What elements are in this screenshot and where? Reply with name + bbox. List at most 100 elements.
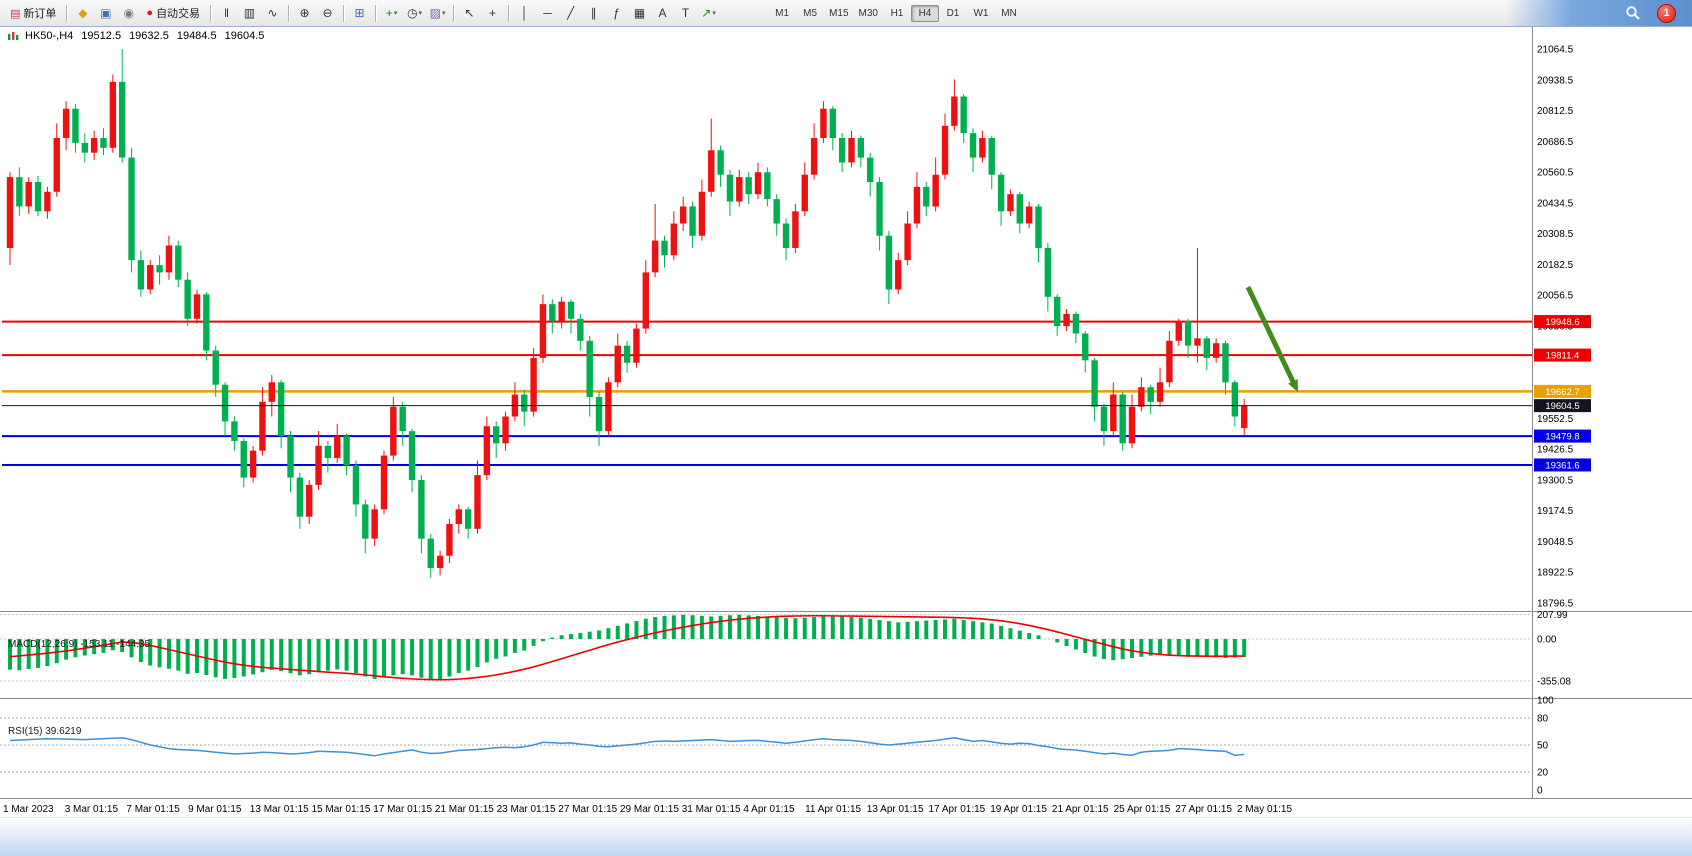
price-label-19811.4: [1534, 348, 1591, 362]
periods-button[interactable]: ◷ ▾: [403, 2, 426, 24]
arrows-button[interactable]: ↗ ▾: [697, 2, 720, 24]
macd-label: MACD(12,26,9) -153.11 -144.35: [8, 639, 151, 650]
close-value: 19604.5: [224, 30, 265, 42]
crosshair-icon: +: [489, 6, 497, 20]
line-chart-button[interactable]: ∿: [261, 2, 284, 24]
svg-text:19552.5: 19552.5: [1537, 414, 1574, 425]
template-icon: ▨: [429, 6, 441, 20]
high-value: 19632.5: [129, 30, 169, 42]
toolbar-separator: [288, 4, 290, 22]
timeframe-mn[interactable]: MN: [1001, 7, 1017, 19]
new-order-button-label: 新订单: [23, 8, 57, 20]
toolbar-separator: [343, 4, 345, 22]
svg-text:19479.8: 19479.8: [1545, 432, 1579, 443]
timeframe-m30[interactable]: M30: [858, 7, 878, 19]
svg-text:7 Mar 01:15: 7 Mar 01:15: [126, 804, 180, 815]
text-icon: A: [658, 6, 667, 20]
alerts-button[interactable]: ◉: [117, 2, 140, 24]
candlestick-chart-button[interactable]: ▥: [238, 2, 261, 24]
autotrading-button-label: 自动交易: [156, 8, 201, 20]
price-label-19479.8: [1534, 429, 1591, 443]
new-order-button[interactable]: ▤ 新订单: [4, 2, 62, 24]
search-icon[interactable]: [1625, 5, 1641, 21]
timeframe-w1[interactable]: W1: [973, 7, 989, 19]
svg-text:100: 100: [1537, 696, 1554, 707]
text-label-button[interactable]: T: [674, 2, 697, 24]
low-value: 19484.5: [176, 30, 217, 42]
svg-text:20: 20: [1537, 768, 1549, 779]
timeframe-m15[interactable]: M15: [829, 7, 849, 19]
clock-icon: ◷: [407, 6, 418, 20]
svg-text:20434.5: 20434.5: [1537, 198, 1574, 209]
chevron-down-icon: ▾: [712, 10, 716, 17]
rsi-label: RSI(15) 39.6219: [8, 726, 82, 737]
svg-text:13 Mar 01:15: 13 Mar 01:15: [250, 804, 309, 815]
time-axis: 1 Mar 2023 3 Mar 01:15 7 Mar 01:15 9 Mar 01…: [3, 804, 1292, 815]
svg-text:2 May 01:15: 2 May 01:15: [1237, 804, 1292, 815]
chart-plot[interactable]: 21064.5 20938.5 20812.5 20686.5 20560.5 20434…: [0, 26, 1692, 818]
arrow-tool-icon: ↗: [701, 6, 712, 20]
svg-text:20182.5: 20182.5: [1537, 260, 1574, 271]
svg-text:19 Apr 01:15: 19 Apr 01:15: [990, 804, 1047, 815]
line-chart-icon: ∿: [267, 6, 278, 20]
shapes-button[interactable]: ▦: [628, 2, 651, 24]
svg-text:50: 50: [1537, 741, 1549, 752]
toolbar-separator: [453, 4, 455, 22]
channel-button[interactable]: ∥: [582, 2, 605, 24]
hlines-layer[interactable]: [2, 320, 1532, 466]
templates-button[interactable]: ▨ ▾: [426, 2, 449, 24]
status-bar: [0, 817, 1692, 856]
autotrading-icon: ●: [146, 7, 154, 19]
svg-text:19174.5: 19174.5: [1537, 506, 1574, 517]
timeframe-m5[interactable]: M5: [803, 7, 818, 19]
zoom-in-button[interactable]: ⊕: [293, 2, 316, 24]
tile-windows-button[interactable]: ⊞: [348, 2, 371, 24]
indicators-button[interactable]: + ▾: [380, 2, 403, 24]
svg-text:15 Mar 01:15: 15 Mar 01:15: [312, 804, 371, 815]
svg-text:20560.5: 20560.5: [1537, 168, 1574, 179]
macd-signal-line: [9, 614, 1245, 681]
svg-text:19048.5: 19048.5: [1537, 537, 1574, 548]
profiles-button[interactable]: ▣: [94, 2, 117, 24]
toolbar-right: 1: [1506, 0, 1692, 26]
channel-icon: ∥: [590, 6, 597, 20]
metaeditor-button[interactable]: ◆: [71, 2, 94, 24]
toolbar: ▤ 新订单 ◆ ▣ ◉ ● 自动交易 ‖ ▥ ∿ ⊕ ⊖ ⊞ + ▾ ◷ ▾ ▨ ▾ ↖ + │ ─ ╱ ∥ ƒ ▦ A T ↗ ▾ M1 M…: [0, 0, 1692, 27]
trendline-button[interactable]: ╱: [559, 2, 582, 24]
toolbar-items: ▤ 新订单 ◆ ▣ ◉ ● 自动交易 ‖ ▥ ∿ ⊕ ⊖ ⊞ + ▾ ◷ ▾ ▨ ▾ ↖ + │ ─ ╱ ∥ ƒ ▦ A T ↗ ▾: [4, 0, 720, 26]
bar-chart-button[interactable]: ‖: [215, 2, 238, 24]
text-button[interactable]: A: [651, 2, 674, 24]
svg-text:18796.5: 18796.5: [1537, 599, 1574, 610]
svg-text:0.00: 0.00: [1537, 635, 1557, 646]
fibonacci-button[interactable]: ƒ: [605, 2, 628, 24]
timeframe-m1[interactable]: M1: [775, 7, 790, 19]
svg-text:19300.5: 19300.5: [1537, 475, 1574, 486]
svg-text:19662.7: 19662.7: [1545, 387, 1579, 398]
cursor-button[interactable]: ↖: [458, 2, 481, 24]
notification-badge[interactable]: 1: [1657, 3, 1676, 23]
autotrading-button[interactable]: ● 自动交易: [140, 2, 206, 24]
svg-text:21 Mar 01:15: 21 Mar 01:15: [435, 804, 494, 815]
timeframe-d1[interactable]: D1: [946, 7, 960, 19]
svg-text:9 Mar 01:15: 9 Mar 01:15: [188, 804, 242, 815]
arrow-annotation[interactable]: [1245, 285, 1297, 386]
svg-text:21 Apr 01:15: 21 Apr 01:15: [1052, 804, 1109, 815]
arrow-annotation-head: [1288, 379, 1298, 393]
chevron-down-icon: ▾: [393, 10, 398, 17]
zoom-out-icon: ⊖: [322, 6, 333, 20]
chevron-down-icon: ▾: [441, 10, 446, 17]
vertical-line-button[interactable]: │: [513, 2, 536, 24]
svg-text:207.99: 207.99: [1537, 610, 1568, 621]
timeframe-h1[interactable]: H1: [890, 7, 904, 19]
bar-chart-icon: ‖: [224, 6, 230, 20]
crosshair-button[interactable]: +: [481, 2, 504, 24]
price-axis: 21064.5 20938.5 20812.5 20686.5 20560.5 20434…: [1534, 45, 1591, 610]
zoom-out-button[interactable]: ⊖: [316, 2, 339, 24]
svg-text:21064.5: 21064.5: [1537, 45, 1574, 56]
svg-text:27 Mar 01:15: 27 Mar 01:15: [558, 804, 617, 815]
chart-window[interactable]: HK50-,H4 19512.5 19632.5 19484.5 19604.5…: [0, 26, 1692, 856]
horizontal-line-button[interactable]: ─: [536, 2, 559, 24]
zoom-in-icon: ⊕: [299, 6, 310, 20]
profiles-icon: ▣: [100, 6, 112, 20]
timeframe-h4[interactable]: H4: [910, 4, 939, 22]
